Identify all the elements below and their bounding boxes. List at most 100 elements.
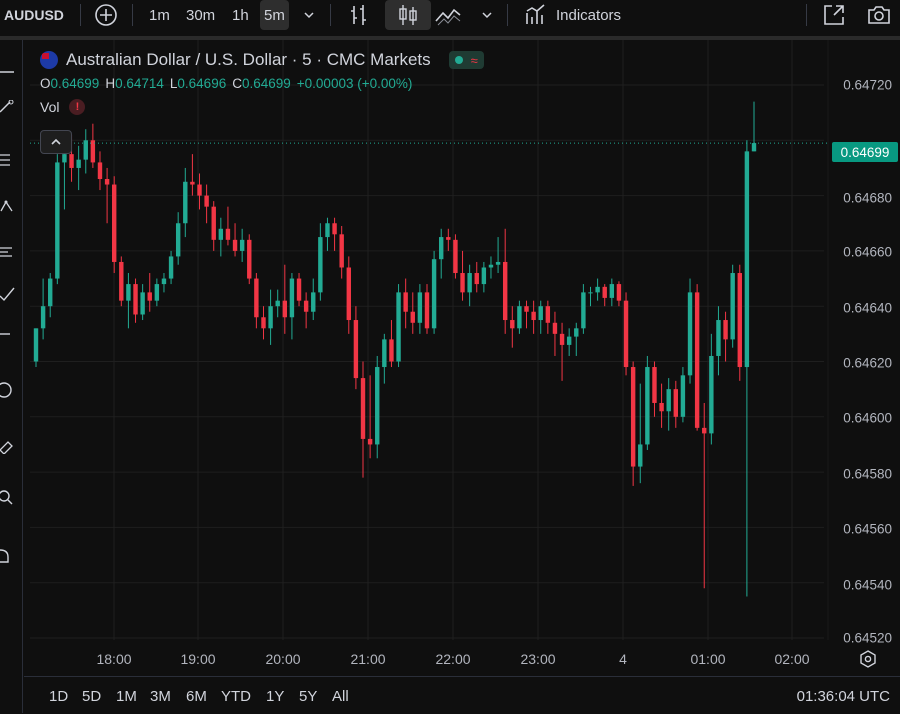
candle-body (367, 438, 373, 445)
candle-body (204, 195, 209, 207)
interval-1h-button[interactable]: 1h (232, 6, 249, 24)
candle-body (218, 228, 224, 240)
candle-body (424, 292, 430, 329)
chevron-down-icon (482, 12, 492, 19)
indicators-label: Indicators (556, 6, 622, 24)
range-ytd-button[interactable]: YTD (221, 688, 251, 705)
au-flag-icon (40, 51, 58, 69)
candle-body (751, 143, 757, 152)
candle-body (410, 311, 415, 323)
candle-body (559, 333, 565, 345)
candle-body (126, 284, 131, 301)
candles-chart-style-button[interactable] (385, 0, 431, 30)
interval-5m-button[interactable]: 5m (260, 0, 289, 30)
candle-body (574, 328, 579, 337)
candle-body (247, 239, 252, 279)
candle-body (446, 237, 451, 240)
range-5y-button[interactable]: 5Y (299, 688, 318, 705)
warning-icon[interactable]: ! (69, 99, 86, 115)
interval-30m-button[interactable]: 30m (186, 6, 216, 24)
chart-pane[interactable]: Australian Dollar / U.S. Dollar · 5 · CM… (24, 40, 900, 713)
low-value: 0.64696 (177, 76, 227, 91)
data-delay-icon: ≈ (470, 52, 478, 68)
candle-body (62, 154, 67, 163)
divider (806, 4, 807, 26)
candle-body (730, 273, 735, 340)
range-5d-button[interactable]: 5D (82, 688, 102, 705)
pattern-icon[interactable] (0, 198, 16, 214)
candle-body (403, 292, 408, 312)
interval-1m-button[interactable]: 1m (149, 6, 170, 24)
prediction-icon[interactable] (0, 244, 16, 260)
candle-body (581, 292, 586, 329)
measure-icon[interactable] (0, 286, 16, 302)
candle-body (467, 273, 472, 293)
symbol-search-button[interactable]: AUDUSD (4, 7, 64, 23)
instrument-title[interactable]: Australian Dollar / U.S. Dollar · 5 · CM… (66, 50, 431, 69)
price-tick: 0.64620 (843, 355, 892, 371)
candle-body (104, 179, 110, 185)
candle-body (630, 367, 636, 467)
text-tool-icon[interactable] (0, 332, 16, 348)
chart-style-dropdown-button[interactable] (480, 0, 494, 30)
scale-settings-icon[interactable] (858, 649, 878, 669)
candle-body (33, 328, 39, 362)
candle-body (481, 267, 487, 285)
area-chart-style-button[interactable] (434, 0, 462, 30)
price-tick: 0.64540 (843, 577, 892, 593)
range-all-button[interactable]: All (332, 688, 349, 705)
candle-body (375, 367, 380, 445)
zoom-icon[interactable] (0, 490, 16, 506)
range-1m-button[interactable]: 1M (116, 688, 137, 705)
candle-body (360, 378, 366, 439)
candle-body (744, 151, 750, 368)
candle-body (488, 264, 494, 268)
crosshair-icon[interactable] (0, 64, 16, 80)
camera-icon (868, 6, 890, 24)
market-status-badge[interactable]: ≈ (448, 51, 484, 69)
icon-tool-icon[interactable] (0, 382, 16, 398)
compare-symbol-button[interactable] (94, 0, 118, 30)
candlestick-chart[interactable] (24, 40, 900, 640)
candle-body (694, 292, 700, 428)
trend-line-icon[interactable] (0, 100, 16, 116)
chevron-up-icon (51, 138, 61, 145)
candle-body (48, 278, 53, 307)
fib-icon[interactable] (0, 152, 16, 168)
candle-body (502, 261, 508, 321)
range-6m-button[interactable]: 6M (186, 688, 207, 705)
candle-body (261, 317, 266, 329)
indicators-icon (526, 4, 545, 24)
candles-icon (399, 5, 417, 25)
range-bar: 1D 5D 1M 3M 6M YTD 1Y 5Y All 01:36:04 UT… (24, 676, 900, 714)
bar-chart-style-button[interactable] (348, 0, 370, 30)
range-1y-button[interactable]: 1Y (266, 688, 285, 705)
range-1d-button[interactable]: 1D (49, 688, 69, 705)
volume-indicator-row[interactable]: Vol ! (40, 99, 484, 115)
indicators-button[interactable]: Indicators (524, 0, 621, 30)
candle-body (69, 154, 74, 168)
candle-body (197, 184, 202, 196)
area-chart-icon (435, 8, 461, 26)
high-value: 0.64714 (115, 76, 164, 91)
candle-body (687, 292, 693, 376)
candle-body (709, 355, 714, 434)
utc-clock[interactable]: 01:36:04 UTC (796, 688, 890, 705)
magnet-icon[interactable] (0, 548, 16, 564)
expand-icon (824, 5, 844, 25)
candle-body (716, 320, 721, 356)
candle-body (417, 292, 423, 323)
range-3m-button[interactable]: 3M (150, 688, 171, 705)
candle-body (588, 292, 593, 294)
snapshot-button[interactable] (866, 0, 892, 30)
candle-body (346, 267, 351, 321)
candle-body (673, 389, 679, 417)
time-tick: 22:00 (435, 651, 471, 667)
candle-body (666, 389, 671, 412)
candle-body (531, 311, 536, 321)
collapse-legend-button[interactable] (40, 130, 72, 154)
interval-dropdown-button[interactable] (302, 0, 316, 30)
candle-body (609, 284, 615, 298)
ruler-icon[interactable] (0, 438, 16, 454)
fullscreen-button[interactable] (822, 0, 846, 30)
